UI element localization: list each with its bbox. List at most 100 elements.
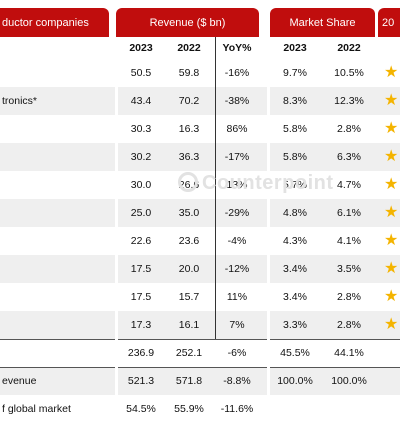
star-icon: ★ <box>384 176 399 193</box>
company-name <box>0 227 2 255</box>
cell-rev2023: 50.5 <box>130 67 152 79</box>
company-name <box>0 255 2 283</box>
cell-yoy: -16% <box>224 67 250 79</box>
table-row: 30.2 36.3 -17% 5.8% 6.3% ★ <box>0 143 400 171</box>
company-name: f global market <box>2 403 71 415</box>
cell-rev2022: 55.9% <box>174 403 204 415</box>
table-row: evenue 521.3 571.8 -8.8% 100.0% 100.0% <box>0 367 400 395</box>
company-name <box>0 339 2 367</box>
table-row: 17.3 16.1 7% 3.3% 2.8% ★ <box>0 311 400 339</box>
cell-sh2022: 100.0% <box>331 375 367 387</box>
cell-sh2023: 3.3% <box>283 319 307 331</box>
yoy-divider <box>215 37 216 339</box>
cell-sh2023: 8.3% <box>283 95 307 107</box>
cell-sh2023: 5.8% <box>283 123 307 135</box>
cell-rev2022: 15.7 <box>178 291 200 303</box>
cell-sh2022: 44.1% <box>334 347 364 359</box>
cell-rev2023: 30.2 <box>130 151 152 163</box>
cell-yoy: 13% <box>226 179 248 191</box>
cell-yoy: -29% <box>224 207 250 219</box>
cell-rev2023: 30.0 <box>130 179 152 191</box>
company-name <box>0 59 2 87</box>
table-row: 22.6 23.6 -4% 4.3% 4.1% ★ <box>0 227 400 255</box>
cell-rev2022: 36.3 <box>178 151 200 163</box>
cell-rev2022: 16.3 <box>178 123 200 135</box>
cell-sh2023: 100.0% <box>277 375 313 387</box>
star-icon: ★ <box>384 316 399 333</box>
star-icon: ★ <box>384 92 399 109</box>
table-row: 17.5 15.7 11% 3.4% 2.8% ★ <box>0 283 400 311</box>
cell-rev2022: 70.2 <box>178 95 200 107</box>
table-row: tronics* 43.4 70.2 -38% 8.3% 12.3% ★ <box>0 87 400 115</box>
table-row: 236.9 252.1 -6% 45.5% 44.1% <box>0 339 400 367</box>
cell-sh2022: 4.1% <box>337 235 361 247</box>
company-name <box>0 143 2 171</box>
cell-sh2023: 4.3% <box>283 235 307 247</box>
cell-yoy: -12% <box>224 263 250 275</box>
star-icon: ★ <box>384 288 399 305</box>
cell-yoy: -6% <box>227 347 247 359</box>
cell-yoy: -8.8% <box>223 375 251 387</box>
company-name: tronics* <box>2 95 38 107</box>
cell-sh2022: 2.8% <box>337 319 361 331</box>
row-divider <box>0 339 400 340</box>
cell-rev2022: 571.8 <box>175 375 203 387</box>
cell-rev2023: 54.5% <box>126 403 156 415</box>
table-row: 30.0 26.6 13% 5.7% 4.7% ★ <box>0 171 400 199</box>
cell-rev2022: 23.6 <box>178 235 200 247</box>
cell-sh2022: 4.7% <box>337 179 361 191</box>
cell-yoy: -4% <box>227 235 247 247</box>
cell-yoy: -38% <box>224 95 250 107</box>
subheader-sh2023: 2023 <box>283 42 307 54</box>
cell-yoy: -11.6% <box>220 403 254 415</box>
cell-sh2023: 3.4% <box>283 263 307 275</box>
cell-rev2022: 16.1 <box>178 319 200 331</box>
cell-yoy: 86% <box>226 123 248 135</box>
cell-sh2023: 9.7% <box>283 67 307 79</box>
cell-sh2022: 6.3% <box>337 151 361 163</box>
cell-sh2022: 12.3% <box>334 95 364 107</box>
header-companies: ductor companies <box>0 8 109 37</box>
cell-rev2022: 20.0 <box>178 263 200 275</box>
cell-sh2023: 4.8% <box>283 207 307 219</box>
cell-sh2023: 5.7% <box>283 179 307 191</box>
cell-sh2022: 2.8% <box>337 123 361 135</box>
cell-sh2022: 2.8% <box>337 291 361 303</box>
cell-rev2023: 22.6 <box>130 235 152 247</box>
star-icon: ★ <box>384 148 399 165</box>
cell-sh2023: 3.4% <box>283 291 307 303</box>
company-name <box>0 311 2 339</box>
star-icon: ★ <box>384 120 399 137</box>
cell-rev2023: 30.3 <box>130 123 152 135</box>
table-row: f global market 54.5% 55.9% -11.6% <box>0 395 400 423</box>
column-gap <box>267 37 270 400</box>
cell-sh2022 <box>322 395 376 423</box>
star-icon: ★ <box>384 64 399 81</box>
cell-rev2023: 43.4 <box>130 95 152 107</box>
cell-yoy: -17% <box>224 151 250 163</box>
cell-yoy: 11% <box>226 291 248 303</box>
company-name <box>0 283 2 311</box>
subheader-row: 2023 2022 YoY% 2023 2022 <box>0 37 400 59</box>
company-name <box>0 115 2 143</box>
table-row: 25.0 35.0 -29% 4.8% 6.1% ★ <box>0 199 400 227</box>
row-divider <box>0 367 400 368</box>
header-last-label: 20 <box>382 16 395 29</box>
column-gap <box>115 37 118 400</box>
cell-rev2023: 17.5 <box>130 291 152 303</box>
header-market-share: Market Share <box>270 8 375 37</box>
header-share-label: Market Share <box>289 16 356 29</box>
star-icon: ★ <box>384 260 399 277</box>
cell-sh2023: 45.5% <box>280 347 310 359</box>
table-row: 50.5 59.8 -16% 9.7% 10.5% ★ <box>0 59 400 87</box>
cell-rev2023: 25.0 <box>130 207 152 219</box>
header-revenue-label: Revenue ($ bn) <box>149 16 226 29</box>
subheader-rev2022: 2022 <box>177 42 201 54</box>
cell-sh2022: 10.5% <box>334 67 364 79</box>
header-revenue: Revenue ($ bn) <box>116 8 259 37</box>
company-name: evenue <box>2 375 37 387</box>
cell-yoy: 7% <box>229 319 245 331</box>
cell-rev2023: 17.3 <box>130 319 152 331</box>
cell-sh2023: 5.8% <box>283 151 307 163</box>
table-row: 30.3 16.3 86% 5.8% 2.8% ★ <box>0 115 400 143</box>
